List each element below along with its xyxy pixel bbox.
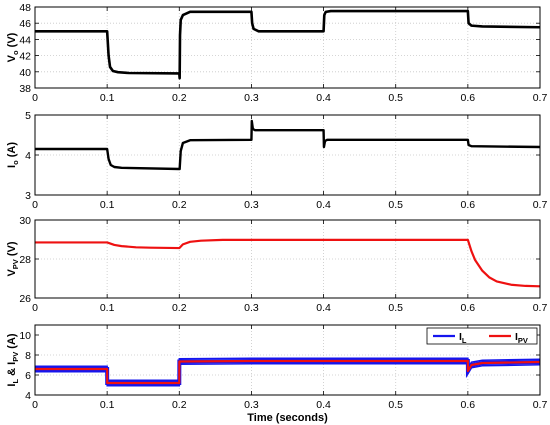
- x-tick-label: 0.1: [100, 399, 115, 411]
- panel-3: 0 0.1 0.2 0.3 0.4 0.5 0.6 0.7 26 28 30 VPV (V): [6, 215, 547, 314]
- y-tick-label: 6: [25, 370, 31, 382]
- panel-1: 0 0.1 0.2 0.3 0.4 0.5 0.6 0.7 38 40 42 44 46 48 Vo (V): [6, 2, 547, 104]
- y-tick-label: 4: [25, 390, 31, 402]
- series-line-0: [35, 119, 541, 171]
- x-tick-label: 0.7: [533, 199, 548, 211]
- x-tick-label: 0.1: [100, 302, 115, 314]
- x-tick-label: 0.2: [172, 92, 187, 104]
- x-tick-label: 0.3: [244, 199, 259, 211]
- x-tick-label: 0.3: [244, 92, 259, 104]
- x-tick-label: 0: [32, 399, 38, 411]
- y-axis-label: Io (A): [6, 142, 20, 168]
- y-axis-label: IL & IPV (A): [6, 333, 20, 386]
- series-line-0: [35, 9, 541, 80]
- y-tick-label: 28: [19, 254, 31, 266]
- x-tick-label: 0.4: [316, 92, 331, 104]
- x-tick-label: 0.1: [100, 92, 115, 104]
- series-line-0: [35, 238, 541, 288]
- x-tick-label: 0.5: [388, 302, 403, 314]
- x-tick-label: 0.1: [100, 199, 115, 211]
- x-tick-label: 0.2: [172, 199, 187, 211]
- x-tick-label: 0.5: [388, 92, 403, 104]
- y-tick-label: 42: [19, 51, 31, 63]
- x-axis-label: Time (seconds): [247, 412, 328, 424]
- legend-label: IPV: [515, 331, 528, 345]
- x-tick-label: 0.4: [316, 199, 331, 211]
- x-tick-label: 0.2: [172, 302, 187, 314]
- y-tick-label: 38: [19, 83, 31, 95]
- y-tick-label: 8: [25, 350, 31, 362]
- x-tick-label: 0.2: [172, 399, 187, 411]
- plot-frame: [34, 324, 541, 396]
- legend-box: [426, 327, 538, 345]
- legend: IL IPV: [426, 327, 538, 345]
- x-tick-label: 0.4: [316, 302, 331, 314]
- x-tick-label: 0.7: [533, 302, 548, 314]
- x-tick-label: 0: [32, 92, 38, 104]
- x-tick-label: 0.7: [533, 399, 548, 411]
- plot-area: [35, 7, 540, 88]
- panel-2: 0 0.1 0.2 0.3 0.4 0.5 0.6 0.7 3 4 5 Io (A): [6, 110, 547, 211]
- x-tick-label: 0.7: [533, 92, 548, 104]
- y-tick-label: 46: [19, 18, 31, 30]
- legend-label: IL: [459, 331, 467, 345]
- y-axis-label: VPV (V): [6, 241, 20, 276]
- x-tick-label: 0.5: [388, 399, 403, 411]
- x-tick-label: 0.6: [461, 302, 476, 314]
- y-tick-label: 10: [19, 330, 31, 342]
- y-axis-label: Vo (V): [6, 32, 20, 62]
- x-tick-label: 0.6: [461, 199, 476, 211]
- y-tick-label: 44: [19, 34, 31, 46]
- x-tick-label: 0.5: [388, 199, 403, 211]
- x-tick-label: 0: [32, 302, 38, 314]
- x-tick-label: 0.4: [316, 399, 331, 411]
- y-tick-label: 48: [19, 2, 31, 14]
- plot-frame: [34, 6, 541, 89]
- y-tick-label: 40: [19, 67, 31, 79]
- y-tick-label: 5: [25, 110, 31, 122]
- x-tick-label: 0.3: [244, 302, 259, 314]
- y-tick-label: 4: [25, 150, 31, 162]
- x-tick-label: 0.3: [244, 399, 259, 411]
- y-tick-label: 3: [25, 190, 31, 202]
- y-tick-label: 26: [19, 293, 31, 305]
- x-tick-label: 0.6: [461, 92, 476, 104]
- x-tick-label: 0: [32, 199, 38, 211]
- y-tick-label: 30: [19, 215, 31, 227]
- series-line-I_PV: [35, 359, 541, 385]
- x-tick-label: 0.6: [461, 399, 476, 411]
